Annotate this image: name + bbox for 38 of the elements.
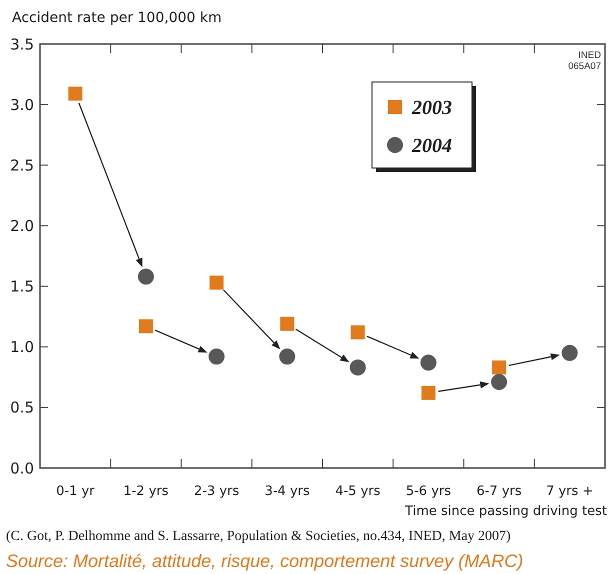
point xyxy=(350,325,365,340)
annotation: 065A07 xyxy=(568,61,601,72)
y-tick-label: 3.0 xyxy=(10,96,34,114)
y-tick-label: 3.5 xyxy=(10,35,34,54)
point xyxy=(138,319,153,334)
legend-label: 2003 xyxy=(411,97,452,119)
x-axis-title: Time since passing driving test xyxy=(404,504,607,519)
y-tick-label: 0.5 xyxy=(10,398,34,417)
point xyxy=(492,360,506,374)
x-tick-label: 2-3 yrs xyxy=(194,484,240,499)
point xyxy=(350,359,366,376)
point xyxy=(210,276,224,290)
y-tick-label: 1.0 xyxy=(10,338,34,356)
y-tick-label: 2.0 xyxy=(10,216,34,235)
x-tick-label: 0-1 yr xyxy=(56,484,96,499)
point xyxy=(208,348,225,365)
x-tick-label: 7 yrs + xyxy=(546,484,594,499)
point xyxy=(562,344,578,361)
source-note: Source: Mortalité, attitude, risque, comportement survey (MARC) xyxy=(6,551,524,571)
point xyxy=(68,86,82,101)
y-tick-label: 1.5 xyxy=(10,278,34,296)
y-tick-label: 0.0 xyxy=(10,459,34,478)
point xyxy=(421,386,436,400)
point xyxy=(420,354,436,371)
x-tick-label: 3-4 yrs xyxy=(264,484,310,499)
point xyxy=(138,268,154,285)
point xyxy=(491,374,508,390)
y-tick-label: 2.5 xyxy=(10,156,34,174)
point xyxy=(280,316,294,331)
x-tick-label: 6-7 yrs xyxy=(476,484,522,499)
legend-label: 2004 xyxy=(411,135,452,157)
x-tick-label: 1-2 yrs xyxy=(123,484,169,499)
annotation: INED xyxy=(578,50,602,61)
x-tick-label: 4-5 yrs xyxy=(335,484,381,499)
y-axis-title: Accident rate per 100,000 km xyxy=(12,10,222,26)
text: (C. Got, P. Delhomme and S. Lassarre, Population & Societies, no.434, INED, May 2007) xyxy=(6,529,512,544)
point xyxy=(279,348,296,365)
x-tick-label: 5-6 yrs xyxy=(406,484,452,499)
